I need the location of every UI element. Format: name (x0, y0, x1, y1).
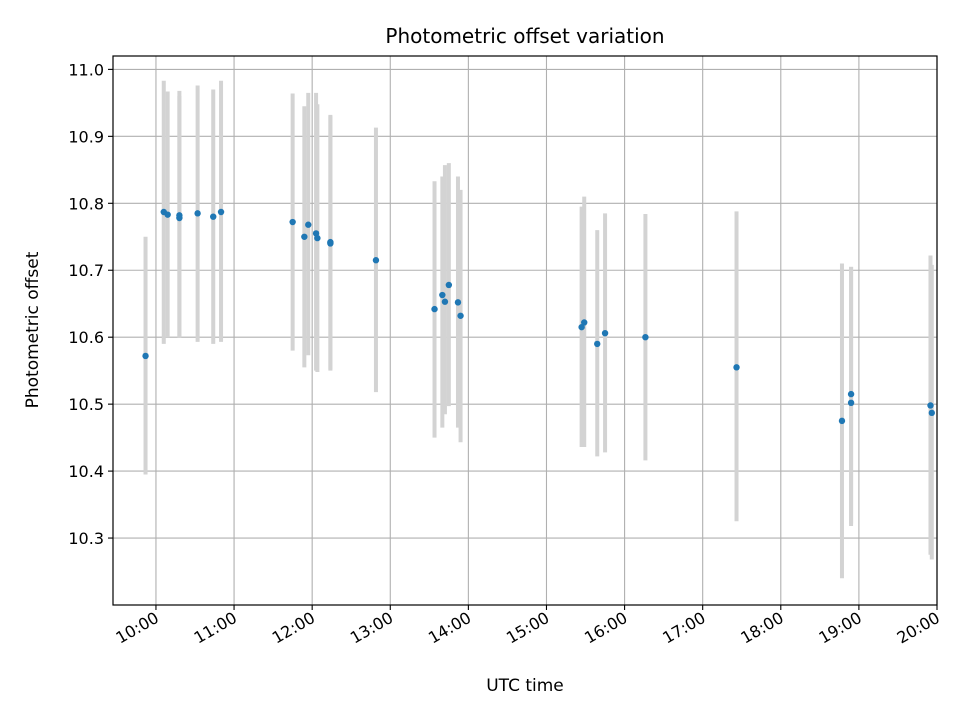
data-point (431, 305, 438, 313)
y-tick-label: 11.0 (68, 60, 104, 79)
data-point (457, 312, 464, 319)
y-tick-label: 10.5 (68, 395, 104, 414)
data-point (142, 352, 149, 360)
data-point (439, 291, 446, 299)
data-point (305, 221, 312, 228)
y-tick-label: 10.4 (68, 462, 104, 481)
y-tick-label: 10.3 (68, 529, 104, 548)
data-point (210, 213, 217, 220)
data-point (372, 257, 380, 264)
y-tick-label: 10.8 (68, 194, 104, 213)
data-point (581, 319, 588, 326)
data-point (164, 211, 171, 218)
data-point (194, 210, 201, 217)
plot-frame (112, 55, 938, 606)
data-point (441, 298, 449, 305)
y-axis-label: Photometric offset (23, 251, 43, 408)
data-point (927, 402, 934, 409)
x-axis-label: UTC time (486, 676, 564, 696)
data-point (847, 399, 855, 407)
data-point (847, 390, 855, 398)
data-point (176, 214, 183, 222)
data-point (594, 340, 601, 348)
chart-title: Photometric offset variation (385, 24, 664, 48)
data-points (142, 208, 935, 425)
data-point (445, 281, 453, 289)
data-point (289, 218, 296, 226)
y-axis: 10.3 10.4 10.5 10.6 10.7 10.8 10.9 11.0 (68, 60, 113, 548)
y-tick-label: 10.9 (68, 127, 104, 146)
data-point (578, 323, 585, 331)
data-point (301, 233, 308, 240)
data-point (928, 409, 935, 417)
data-point (642, 333, 649, 341)
data-point (327, 240, 334, 247)
y-tick-label: 10.7 (68, 261, 104, 280)
data-point (217, 208, 225, 216)
data-point (454, 299, 462, 306)
data-point (601, 329, 609, 337)
data-point (314, 234, 321, 242)
y-tick-label: 10.6 (68, 328, 104, 347)
data-point (838, 417, 846, 425)
data-point (733, 364, 740, 371)
